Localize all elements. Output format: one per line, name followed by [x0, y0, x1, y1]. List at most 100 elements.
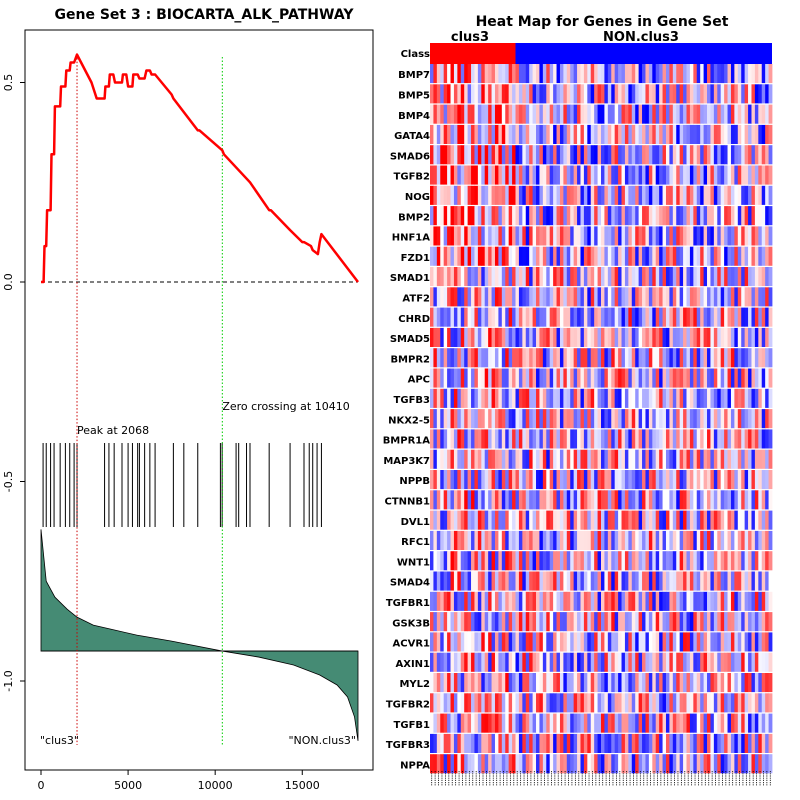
heatmap-cell — [515, 104, 520, 124]
heatmap-cell — [464, 510, 469, 530]
heatmap-cell — [659, 429, 663, 449]
heatmap-cell — [689, 429, 694, 449]
heatmap-cell — [546, 449, 551, 469]
heatmap-cell — [768, 145, 773, 165]
heatmap-cell — [727, 754, 732, 774]
heatmap-cell — [618, 632, 622, 652]
heatmap-cell — [587, 713, 592, 733]
heatmap-cell — [570, 429, 575, 449]
heatmap-cell — [501, 226, 506, 246]
heatmap-cell — [522, 206, 527, 226]
heatmap-cell — [477, 490, 482, 510]
heatmap-cell — [700, 84, 704, 104]
heatmap-cell — [457, 652, 462, 672]
heatmap-cell — [474, 733, 479, 753]
heatmap-cell — [464, 206, 469, 226]
heatmap-cell — [587, 673, 592, 693]
heatmap-cell — [724, 429, 728, 449]
heatmap-cell — [727, 632, 732, 652]
heatmap-cell — [669, 693, 674, 713]
heatmap-cell — [652, 226, 657, 246]
heatmap-cell — [604, 226, 609, 246]
heatmap-cell — [648, 246, 653, 266]
heatmap-cell — [529, 713, 533, 733]
heatmap-cell — [720, 591, 725, 611]
heatmap-cell — [662, 124, 667, 144]
heatmap-cell — [638, 510, 643, 530]
heatmap-cell — [754, 429, 759, 449]
gene-label: RFC1 — [401, 537, 430, 548]
heatmap-cell — [553, 591, 557, 611]
heatmap-cell — [566, 551, 571, 571]
heatmap-cell — [604, 632, 609, 652]
heatmap-cell — [433, 673, 438, 693]
heatmap-cell — [460, 267, 465, 287]
heatmap-cell — [559, 754, 564, 774]
heatmap-cell — [570, 551, 575, 571]
heatmap-cell — [662, 165, 667, 185]
heatmap-cell — [638, 64, 643, 84]
gene-label: SMAD5 — [390, 334, 430, 345]
heatmap-cell — [587, 348, 592, 368]
heatmap-cell — [645, 287, 650, 307]
heatmap-cell — [539, 530, 544, 550]
heatmap-cell — [512, 693, 516, 713]
heatmap-cell — [683, 388, 687, 408]
heatmap-cell — [457, 388, 462, 408]
heatmap-cell — [765, 267, 769, 287]
heatmap-cell — [724, 124, 728, 144]
heatmap-cell — [559, 490, 564, 510]
heatmap-cell — [652, 652, 657, 672]
heatmap-cell — [553, 185, 557, 205]
heatmap-cell — [635, 368, 640, 388]
heatmap-cell — [761, 673, 766, 693]
heatmap-cell — [652, 632, 657, 652]
heatmap-cell — [549, 652, 554, 672]
heatmap-cell — [686, 470, 691, 490]
heatmap-cell — [689, 327, 694, 347]
heatmap-cell — [518, 388, 523, 408]
heatmap-cell — [436, 429, 441, 449]
heatmap-cell — [433, 612, 438, 632]
heatmap-cell — [501, 104, 506, 124]
heatmap-cell — [532, 490, 537, 510]
heatmap-cell — [447, 510, 451, 530]
heatmap-cell — [498, 84, 503, 104]
heatmap-cell — [477, 348, 482, 368]
heatmap-cell — [765, 754, 769, 774]
heatmap-cell — [512, 429, 516, 449]
heatmap-cell — [741, 713, 746, 733]
heatmap-cell — [559, 267, 564, 287]
heatmap-cell — [450, 84, 455, 104]
heatmap-cell — [563, 246, 568, 266]
heatmap-cell — [679, 754, 684, 774]
heatmap-cell — [611, 246, 616, 266]
heatmap-cell — [440, 530, 445, 550]
heatmap-cell — [436, 226, 441, 246]
heatmap-cell — [583, 409, 588, 429]
heatmap-cell — [515, 409, 520, 429]
heatmap-cell — [648, 754, 653, 774]
heatmap-cell — [546, 409, 551, 429]
heatmap-cell — [549, 693, 554, 713]
heatmap-cell — [542, 327, 547, 347]
heatmap-cell — [512, 490, 516, 510]
heatmap-cell — [683, 733, 687, 753]
heatmap-cell — [467, 165, 472, 185]
heatmap-cell — [645, 84, 650, 104]
heatmap-cell — [665, 226, 670, 246]
heatmap-cell — [573, 693, 578, 713]
heatmap-cell — [761, 551, 766, 571]
heatmap-cell — [549, 206, 554, 226]
heatmap-cell — [672, 388, 677, 408]
heatmap-cell — [508, 632, 513, 652]
heatmap-cell — [430, 612, 434, 632]
heatmap-cell — [491, 388, 496, 408]
heatmap-cell — [741, 287, 746, 307]
heatmap-cell — [563, 124, 568, 144]
heatmap-cell — [529, 327, 533, 347]
heatmap-cell — [597, 673, 602, 693]
heatmap-cell — [662, 713, 667, 733]
heatmap-cell — [559, 449, 564, 469]
heatmap-cell — [707, 226, 711, 246]
